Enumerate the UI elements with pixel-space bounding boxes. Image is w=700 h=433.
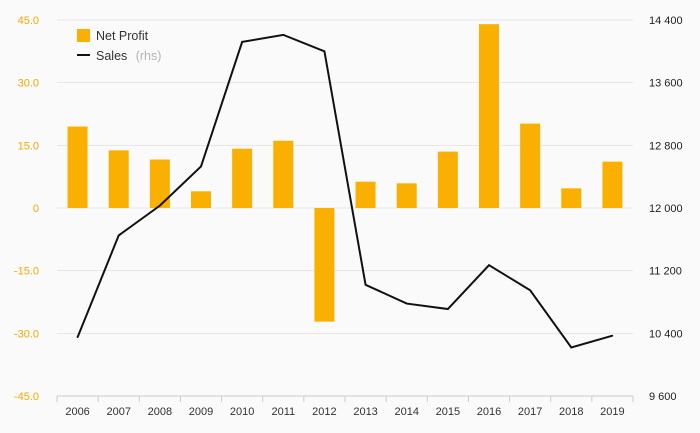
- bar-net-profit-2006: [67, 126, 88, 208]
- x-tick-label-2017: 2017: [518, 406, 542, 418]
- left-tick-label-3: 0: [33, 203, 39, 215]
- legend: Net Profit Sales (rhs): [77, 29, 161, 64]
- x-tick-label-2011: 2011: [271, 406, 295, 418]
- sales-point-2019: [611, 334, 614, 337]
- bar-net-profit-2007: [108, 150, 129, 208]
- right-tick-label-4: 11 200: [649, 266, 682, 278]
- bar-net-profit-2009: [191, 191, 211, 208]
- sales-point-2012: [323, 50, 326, 53]
- left-tick-label-0: 45.0: [18, 15, 39, 27]
- x-tick-label-2018: 2018: [559, 406, 583, 418]
- bar-net-profit-2013: [355, 181, 376, 208]
- x-tick-label-2007: 2007: [106, 406, 130, 418]
- bar-net-profit-2018: [561, 188, 582, 208]
- bar-net-profit-2011: [273, 140, 294, 208]
- legend-note-rhs: (rhs): [136, 49, 162, 63]
- x-tick-label-2014: 2014: [394, 406, 418, 418]
- sales-point-2013: [364, 283, 367, 286]
- right-tick-label-5: 10 400: [649, 328, 683, 340]
- legend-label-sales: Sales: [96, 49, 127, 63]
- svg-text:Sales (rhs): Sales (rhs): [96, 47, 161, 64]
- x-tick-label-2013: 2013: [353, 406, 377, 418]
- bar-net-profit-2014: [396, 183, 417, 208]
- sales-point-2015: [447, 308, 449, 310]
- bar-net-profit-2010: [232, 148, 253, 208]
- bar-net-profit-2016: [479, 24, 499, 208]
- right-tick-label-6: 9 600: [649, 391, 677, 403]
- sales-line: [76, 33, 613, 349]
- sales-point-2008: [159, 204, 161, 207]
- right-tick-label-3: 12 000: [649, 203, 683, 215]
- right-tick-label-1: 13 600: [649, 78, 683, 90]
- gridlines: [57, 19, 633, 397]
- x-tick-label-2010: 2010: [230, 406, 254, 418]
- x-axis: 2006 2007 2008 2009 2010 2011 2012 2013 2014 2015…: [56, 395, 634, 418]
- bar-net-profit-2012: [314, 208, 335, 322]
- sales-point-2016: [488, 264, 490, 266]
- left-tick-label-5: -30.0: [14, 328, 39, 340]
- sales-point-2009: [200, 165, 202, 168]
- x-tick-label-2019: 2019: [600, 406, 624, 418]
- sales-point-2014: [405, 302, 408, 305]
- sales-point-2010: [241, 41, 243, 43]
- sales-point-2018: [570, 346, 573, 349]
- sales-line-group: [76, 33, 614, 349]
- left-tick-label-4: -15.0: [14, 266, 39, 278]
- x-tick-label-2006: 2006: [65, 406, 89, 418]
- sales-point-2011: [282, 34, 285, 36]
- right-tick-label-2: 12 800: [649, 140, 683, 152]
- x-tick-label-2009: 2009: [189, 406, 213, 418]
- right-tick-label-0: 14 400: [649, 15, 683, 27]
- net-profit-bars: [67, 24, 623, 322]
- x-tick-label-2016: 2016: [477, 406, 501, 418]
- sales-point-2006: [76, 336, 79, 339]
- bar-net-profit-2008: [149, 159, 170, 208]
- left-tick-label-6: -45.0: [14, 391, 39, 403]
- bar-net-profit-2015: [437, 151, 458, 208]
- sales-point-2017: [529, 289, 531, 292]
- legend-swatch-net-profit: [77, 29, 90, 42]
- x-tick-label-2008: 2008: [148, 406, 172, 418]
- right-axis: 14 400 13 600 12 800 12 000 11 200 10 400 9 60…: [649, 15, 683, 403]
- left-tick-label-1: 30.0: [18, 78, 39, 90]
- x-tick-label-2015: 2015: [436, 406, 460, 418]
- left-tick-label-2: 15.0: [18, 140, 39, 152]
- bar-net-profit-2019: [602, 161, 623, 208]
- sales-point-2007: [117, 234, 120, 237]
- x-tick-label-2012: 2012: [312, 406, 336, 418]
- bar-net-profit-2017: [520, 123, 541, 208]
- left-axis: 45.0 30.0 15.0 0 -15.0 -30.0 -45.0: [14, 15, 39, 403]
- legend-label-net-profit: Net Profit: [96, 29, 149, 43]
